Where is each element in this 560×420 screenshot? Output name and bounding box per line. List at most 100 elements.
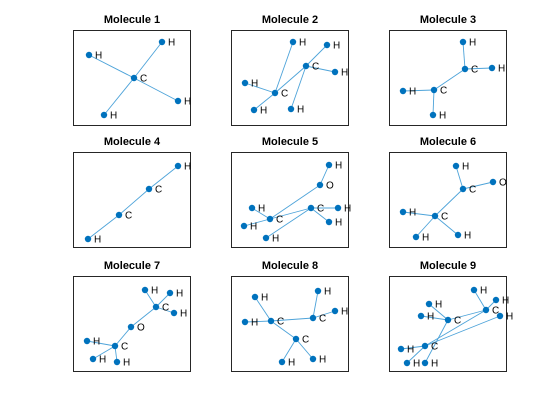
atom-label: H — [435, 300, 442, 311]
bond-edge — [424, 309, 487, 347]
molecule-graph: H O C H C H H — [399, 162, 507, 244]
molecule-panel-3: Molecule 3 H C H H C H — [389, 14, 507, 126]
atom-label: C — [277, 317, 284, 328]
atom-label: H — [464, 231, 471, 242]
bond-edge — [415, 215, 436, 238]
atom-label: C — [121, 342, 128, 353]
atom-node — [278, 358, 286, 366]
atom-label: H — [110, 111, 117, 122]
panel-title: Molecule 8 — [261, 260, 319, 272]
atom-label: C — [125, 211, 132, 222]
panel-title: Molecule 4 — [103, 136, 161, 148]
bond-edge — [88, 54, 135, 79]
bond-edge — [281, 338, 297, 363]
atom-label: O — [326, 181, 334, 192]
atom-node — [334, 204, 342, 212]
bond-edge — [406, 345, 426, 364]
graph-axes: H H C H H — [73, 30, 191, 126]
bond-edge — [434, 215, 459, 236]
atom-node — [323, 41, 331, 49]
bond-edge — [462, 41, 466, 70]
bond-edge — [155, 292, 171, 308]
atom-node — [248, 204, 256, 212]
atom-node — [127, 323, 135, 331]
atom-label: C — [281, 89, 288, 100]
atom-node — [84, 235, 92, 243]
bond-edge — [402, 211, 436, 217]
molecule-panel-1: Molecule 1 H H C H H — [73, 14, 191, 126]
bond-edge — [253, 92, 276, 111]
atom-node — [309, 314, 317, 322]
atom-node — [271, 89, 279, 97]
atom-node — [83, 337, 91, 345]
atom-node — [489, 178, 497, 186]
atom-node — [130, 74, 138, 82]
bond-edge — [447, 309, 487, 321]
atom-label: H — [168, 38, 175, 49]
atom-label: H — [288, 358, 295, 369]
atom-label: C — [319, 314, 326, 325]
bond-edge — [420, 315, 449, 321]
panel-title: Molecule 3 — [419, 14, 477, 26]
atom-label: C — [155, 185, 162, 196]
bond-edge — [118, 188, 150, 216]
atom-node — [289, 38, 297, 46]
atom-label: H — [258, 204, 265, 215]
bond-edge — [305, 65, 336, 73]
atom-node — [431, 212, 439, 220]
bond-edge — [473, 289, 487, 311]
atom-label: H — [250, 222, 257, 233]
atom-node — [113, 358, 121, 366]
panel-title: Molecule 5 — [261, 136, 319, 148]
molecule-panel-6: Molecule 6 H O C H C H H — [389, 136, 507, 248]
bond-edge — [432, 89, 435, 116]
bond-edge — [274, 41, 294, 94]
bond-edge — [270, 320, 297, 340]
atom-node — [425, 300, 433, 308]
atom-node — [399, 208, 407, 216]
bond-edge — [434, 188, 464, 217]
atom-node — [470, 286, 478, 294]
atom-label: H — [299, 38, 306, 49]
atom-label: H — [99, 355, 106, 366]
atom-label: C — [276, 215, 283, 226]
atom-node — [240, 222, 248, 230]
bond-edge — [92, 345, 116, 360]
atom-node — [399, 87, 407, 95]
molecule-graph: H H C H H — [85, 38, 191, 122]
atom-label: H — [335, 161, 342, 172]
atom-node — [325, 218, 333, 226]
bond-edge — [270, 317, 314, 322]
atom-node — [430, 86, 438, 94]
atom-node — [85, 51, 93, 59]
bond-edge — [144, 289, 157, 308]
bond-edge — [455, 165, 464, 190]
atom-label: C — [312, 62, 319, 73]
bond-edge — [103, 77, 135, 116]
bond-edge — [400, 345, 426, 350]
atom-label: H — [341, 68, 348, 79]
atom-label: C — [471, 65, 478, 76]
atom-label: H — [502, 296, 509, 307]
graph-axes: H O C H C H H — [389, 152, 507, 248]
atom-node — [267, 317, 275, 325]
atom-node — [152, 303, 160, 311]
bond-edge — [244, 320, 272, 323]
atom-node — [412, 233, 420, 241]
atom-node — [496, 312, 504, 320]
atom-label: H — [319, 355, 326, 366]
atom-node — [331, 307, 339, 315]
atom-node — [292, 335, 300, 343]
atom-node — [429, 111, 437, 119]
atom-node — [417, 312, 425, 320]
atom-node — [331, 68, 339, 76]
bond-edge — [254, 296, 272, 322]
